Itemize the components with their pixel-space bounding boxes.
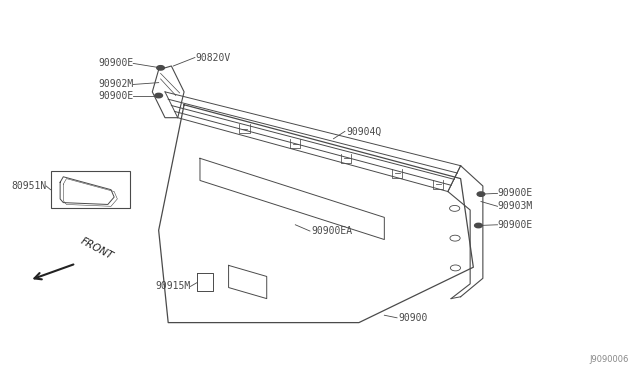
Text: 90904Q: 90904Q [346, 126, 381, 137]
Circle shape [155, 93, 163, 98]
Text: 90900E: 90900E [497, 188, 532, 198]
Text: 90900: 90900 [398, 313, 428, 323]
Text: 80951N: 80951N [11, 181, 46, 191]
Circle shape [477, 192, 484, 196]
Text: 90915M: 90915M [155, 282, 191, 291]
Text: 90902M: 90902M [98, 80, 133, 89]
Text: FRONT: FRONT [79, 235, 115, 261]
Text: 90903M: 90903M [497, 201, 532, 211]
Text: 90900EA: 90900EA [311, 226, 353, 236]
Circle shape [157, 65, 164, 70]
Text: 90900E: 90900E [98, 58, 133, 68]
Text: 90900E: 90900E [497, 220, 532, 230]
Text: 90900E: 90900E [98, 90, 133, 100]
Text: 90820V: 90820V [195, 52, 230, 62]
Bar [51, 171, 130, 208]
Circle shape [475, 223, 482, 228]
Text: J9090006: J9090006 [589, 355, 629, 364]
